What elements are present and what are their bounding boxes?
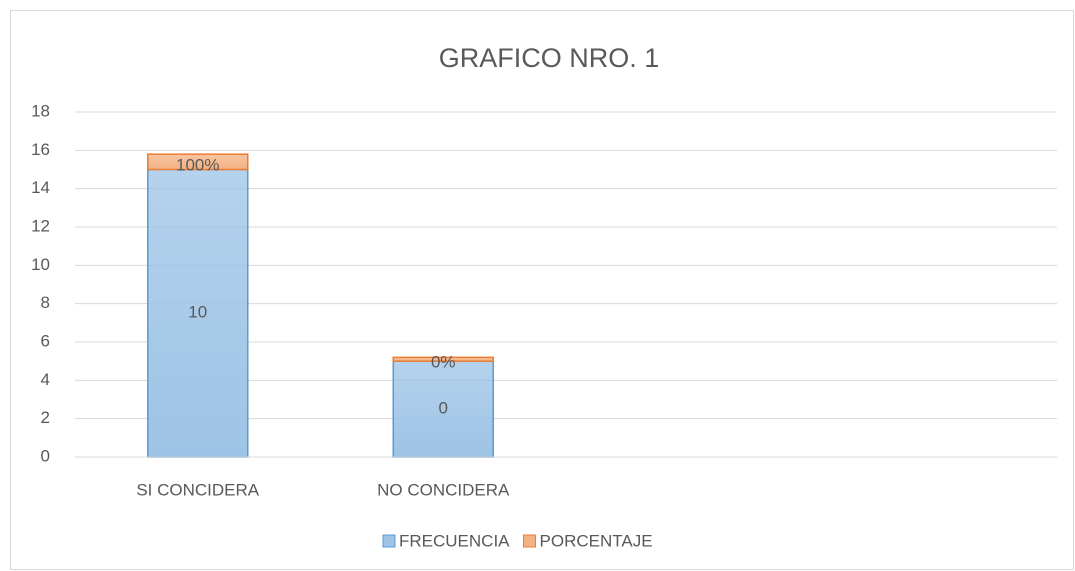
y-tick-label: 16 — [31, 140, 50, 159]
data-label: 0% — [431, 353, 456, 372]
y-tick-label: 8 — [41, 293, 50, 312]
data-label: 10 — [188, 303, 207, 322]
y-tick-label: 14 — [31, 178, 50, 197]
legend-swatch — [523, 534, 537, 548]
legend-label: PORCENTAJE — [540, 531, 653, 550]
x-tick-label: SI CONCIDERA — [136, 480, 259, 499]
y-tick-label: 12 — [31, 216, 50, 235]
y-tick-label: 6 — [41, 331, 50, 350]
x-tick-label: NO CONCIDERA — [377, 480, 510, 499]
y-tick-label: 10 — [31, 255, 50, 274]
bar-segment — [147, 153, 249, 171]
bar-segment — [392, 356, 494, 362]
legend-label: FRECUENCIA — [399, 531, 510, 550]
data-label: 100% — [176, 155, 219, 174]
data-label: 0 — [439, 399, 448, 418]
y-tick-label: 4 — [41, 370, 50, 389]
y-tick-label: 2 — [41, 408, 50, 427]
bar-segment — [392, 360, 494, 458]
bar-segment — [147, 168, 249, 458]
legend-swatch — [382, 534, 396, 548]
chart-title: GRAFICO NRO. 1 — [439, 43, 660, 73]
y-tick-label: 0 — [41, 446, 50, 465]
y-tick-label: 18 — [31, 101, 50, 120]
